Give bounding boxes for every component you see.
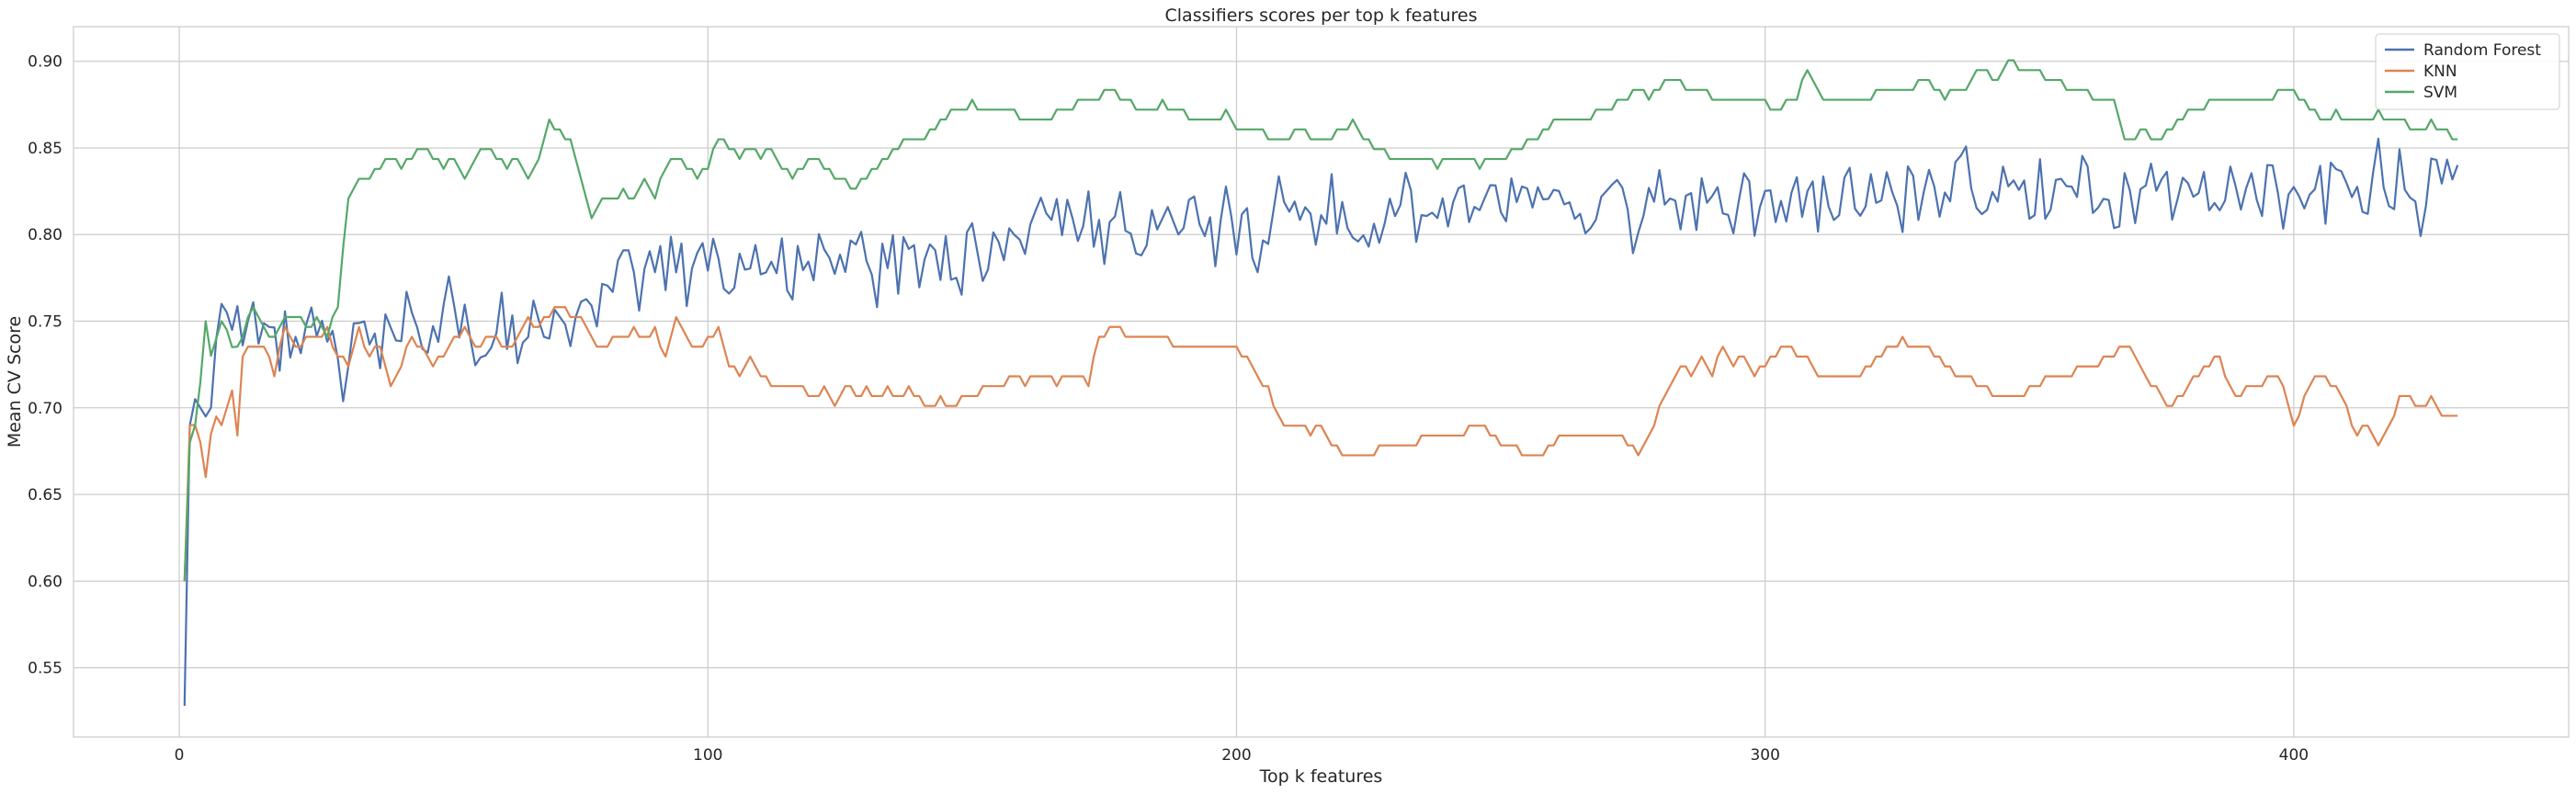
x-tick-label: 400: [2279, 746, 2309, 765]
y-tick-label: 0.75: [28, 313, 62, 332]
x-tick-label: 100: [693, 746, 722, 765]
y-tick-label: 0.60: [28, 573, 62, 591]
legend-label: Random Forest: [2423, 41, 2541, 60]
y-axis-label: Mean CV Score: [5, 316, 25, 448]
series-line-knn: [183, 306, 2458, 582]
chart-title: Classifiers scores per top k features: [1165, 6, 1478, 26]
legend-label: SVM: [2423, 84, 2457, 102]
y-tick-label: 0.90: [28, 53, 62, 72]
y-tick-label: 0.55: [28, 660, 62, 678]
tick-labels: 0 100 200 300 400 0.55 0.60 0.65 0.70 0.75 0.80 0.8…: [28, 53, 2309, 765]
x-tick-label: 0: [175, 746, 185, 765]
series-line-random-forest: [183, 137, 2459, 707]
legend-label: KNN: [2423, 62, 2457, 81]
grid-lines: [74, 27, 2569, 737]
plot-frame: [73, 26, 2570, 738]
x-tick-label: 300: [1750, 746, 1779, 765]
x-tick-label: 200: [1221, 746, 1251, 765]
y-tick-label: 0.85: [28, 140, 62, 158]
legend-box: [2375, 33, 2560, 110]
y-tick-label: 0.80: [28, 226, 62, 244]
series-lines: [183, 59, 2459, 707]
y-tick-label: 0.70: [28, 400, 62, 418]
y-tick-label: 0.65: [28, 486, 62, 505]
series-line-svm: [183, 59, 2458, 582]
x-axis-label: Top k features: [1259, 766, 1383, 787]
legend: Random Forest KNN SVM: [2375, 33, 2560, 110]
